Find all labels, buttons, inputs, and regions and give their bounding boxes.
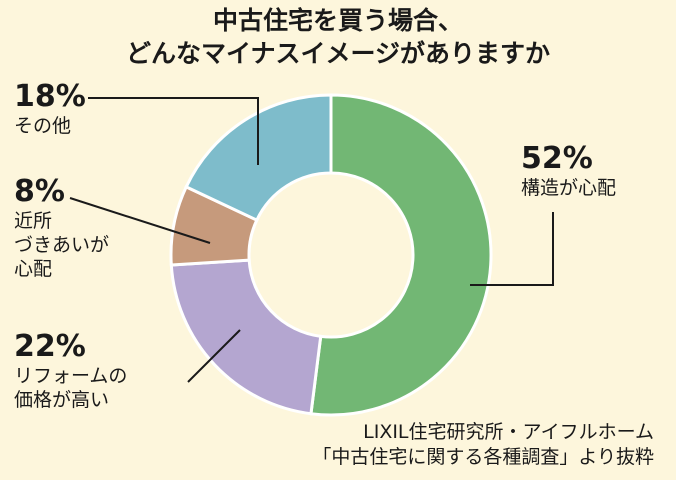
value-label-neighbors: 8% xyxy=(14,174,65,209)
source-line-1: LIXIL住宅研究所・アイフルホーム xyxy=(363,421,654,443)
leader-line-structure xyxy=(470,212,554,286)
source-note: LIXIL住宅研究所・アイフルホーム 「中古住宅に関する各種調査」より抜粋 xyxy=(312,420,654,470)
title-line-1: 中古住宅を買う場合、 xyxy=(212,6,463,35)
label-neighbors: 8% 近所 づきあいが 心配 xyxy=(14,175,109,281)
slice-structure xyxy=(309,93,493,417)
category-line: リフォームの xyxy=(14,365,128,387)
title-line-2: どんなマイナスイメージがありますか xyxy=(125,39,550,68)
category-line: その他 xyxy=(14,115,72,137)
category-line: 構造が心配 xyxy=(521,177,617,199)
value-label-reform: 22% xyxy=(14,329,86,364)
category-line: 近所 xyxy=(14,210,53,232)
value-label-structure: 52% xyxy=(521,141,593,176)
chart-title: 中古住宅を買う場合、 どんなマイナスイメージがありますか xyxy=(0,4,676,70)
label-other: 18% その他 xyxy=(14,80,86,138)
source-line-2: 「中古住宅に関する各種調査」より抜粋 xyxy=(312,446,654,468)
slice-reform xyxy=(169,258,323,416)
category-label-structure: 構造が心配 xyxy=(521,176,616,200)
category-line: 心配 xyxy=(14,258,53,280)
category-label-neighbors: 近所 づきあいが 心配 xyxy=(14,209,109,281)
donut-slices xyxy=(169,93,493,417)
leader-line-other xyxy=(88,97,259,165)
category-line: づきあいが xyxy=(14,234,110,256)
label-reform: 22% リフォームの 価格が高い xyxy=(14,330,127,412)
leader-line-neighbors xyxy=(69,197,211,244)
category-label-other: その他 xyxy=(14,114,86,138)
category-label-reform: リフォームの 価格が高い xyxy=(14,364,127,412)
value-label-other: 18% xyxy=(14,79,86,114)
category-line: 価格が高い xyxy=(14,389,110,411)
leader-line-reform xyxy=(187,329,241,383)
label-structure: 52% 構造が心配 xyxy=(521,142,616,200)
leader-lines xyxy=(69,97,554,383)
